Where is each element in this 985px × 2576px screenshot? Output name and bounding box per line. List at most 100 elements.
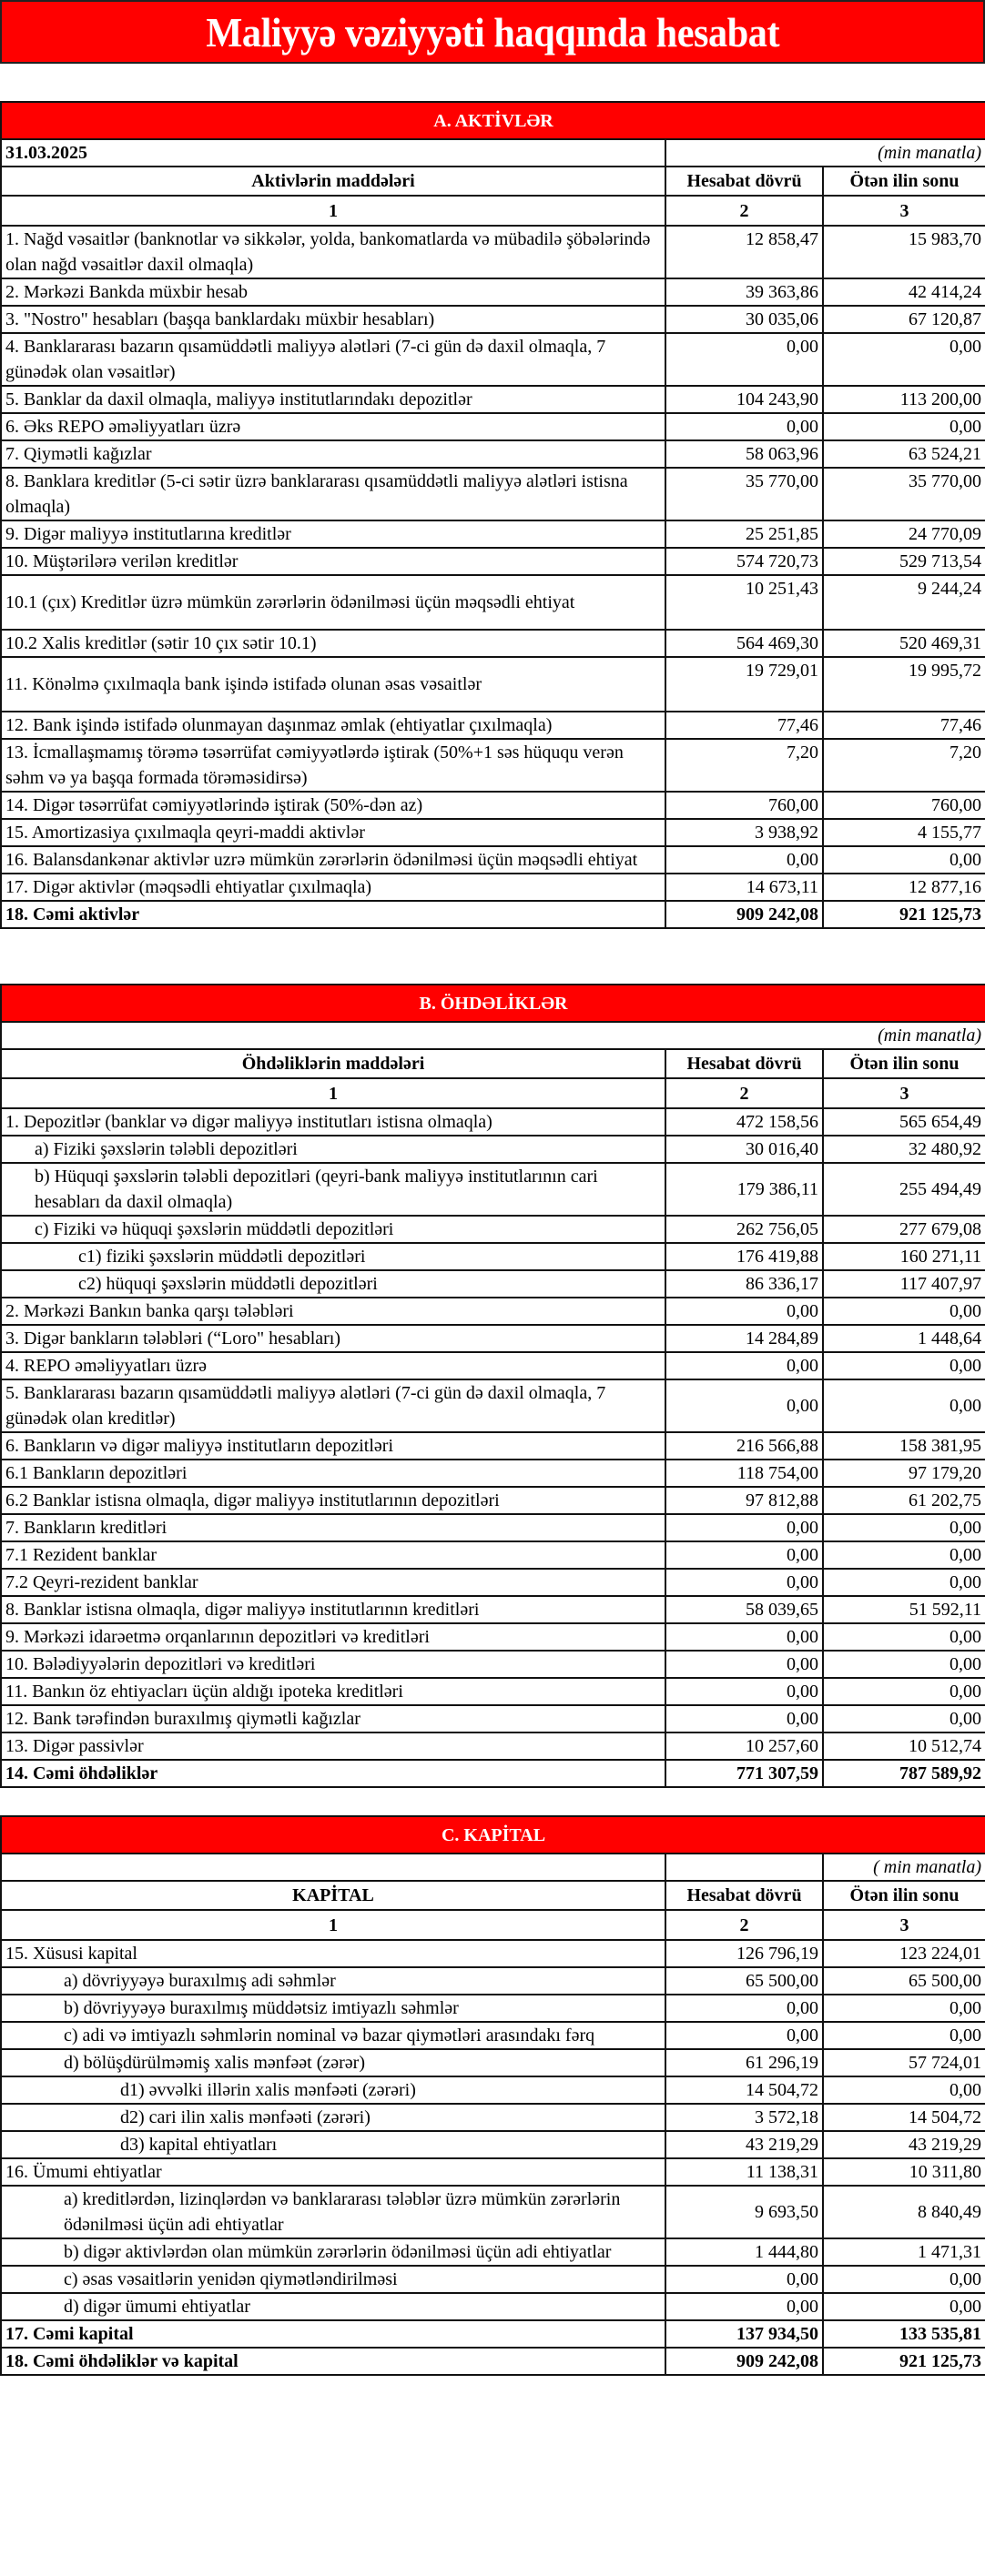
current-period-value: 0,00 (665, 1297, 824, 1326)
row-label: 2. Mərkəzi Bankda müxbir hesab (0, 278, 666, 307)
table-row: a) dövriyyəyə buraxılmış adi səhmlər 65 5… (0, 1966, 985, 1995)
current-period-value: 118 754,00 (665, 1459, 824, 1488)
row-label: c) əsas vəsaitlərin yenidən qiymətləndir… (0, 2265, 666, 2294)
table-row: 16. Ümumi ehtiyatlar 11 138,31 10 311,80 (0, 2157, 985, 2187)
table-row: 1. Depozitlər (banklar və digər maliyyə … (0, 1107, 985, 1136)
table-row: d1) əvvəlki illərin xalis mənfəəti (zərə… (0, 2076, 985, 2105)
current-period-value: 3 938,92 (665, 818, 824, 847)
liabilities-table: B. ÖHDƏLİKLƏR (min manatla) Öhdəliklərin m… (0, 984, 985, 1788)
row-label: d1) əvvəlki illərin xalis mənfəəti (zərə… (0, 2076, 666, 2105)
row-label: c1) fiziki şəxslərin müddətli depozitlər… (0, 1242, 666, 1271)
current-period-value: 39 363,86 (665, 278, 824, 307)
column-header: Hesabat dövrü (665, 1048, 824, 1079)
previous-year-value: 113 200,00 (822, 385, 985, 414)
report-sections: A. AKTİVLƏR 31.03.2025 (min manatla) Aktivl… (0, 101, 985, 2376)
table-row: 14. Digər təsərrüfat cəmiyyətlərində işt… (0, 791, 985, 820)
units-label: (min manatla) (665, 138, 985, 167)
table-row: b) dövriyyəyə buraxılmış müddətsiz imtiy… (0, 1994, 985, 2023)
column-header: Ötən ilin sonu (821, 1880, 985, 1911)
section-title: B. ÖHDƏLİKLƏR (0, 984, 985, 1023)
row-label: 9. Mərkəzi idarəetmə orqanlarının depozi… (0, 1622, 666, 1652)
previous-year-value: 529 713,54 (822, 547, 985, 576)
table-row: 6.2 Banklar istisna olmaqla, digər maliy… (0, 1486, 985, 1515)
previous-year-value: 51 592,11 (822, 1595, 985, 1624)
row-label: 11. Bankın öz ehtiyacları üçün aldığı ip… (0, 1677, 666, 1706)
current-period-value: 61 296,19 (665, 2048, 824, 2077)
column-header: Ötən ilin sonu (822, 1048, 985, 1079)
current-period-value: 0,00 (665, 1351, 824, 1380)
row-label: c) adi və imtiyazlı səhmlərin nominal və… (0, 2021, 666, 2050)
current-period-value: 1 444,80 (665, 2238, 824, 2267)
table-row: b) Hüquqi şəxslərin tələbli depozitləri … (0, 1162, 985, 1217)
previous-year-value: 63 524,21 (822, 439, 985, 469)
previous-year-value: 158 381,95 (822, 1431, 985, 1460)
column-number: 2 (665, 1077, 824, 1109)
row-label: 5. Banklar da daxil olmaqla, maliyyə ins… (0, 385, 666, 414)
previous-year-value: 77,46 (822, 711, 985, 740)
previous-year-value: 133 535,81 (821, 2319, 985, 2349)
row-label: 8. Banklara kreditlər (5-ci sətir üzrə b… (0, 467, 666, 521)
row-label: d2) cari ilin xalis mənfəəti (zərəri) (0, 2103, 666, 2132)
empty-cell (0, 1853, 666, 1882)
row-label: d) digər ümumi ehtiyatlar (0, 2292, 666, 2321)
row-label: 16. Ümumi ehtiyatlar (0, 2157, 666, 2187)
table-row: 6.1 Bankların depozitləri 118 754,00 97 17… (0, 1459, 985, 1488)
current-period-value: 137 934,50 (665, 2319, 824, 2349)
previous-year-value: 10 311,80 (821, 2157, 985, 2187)
row-label: 14. Digər təsərrüfat cəmiyyətlərində işt… (0, 791, 666, 820)
row-label: 17. Cəmi kapital (0, 2319, 666, 2349)
previous-year-value: 57 724,01 (821, 2048, 985, 2077)
row-label: 18. Cəmi aktivlər (0, 900, 666, 929)
column-header: Öhdəliklərin maddələri (0, 1048, 666, 1079)
previous-year-value: 0,00 (822, 1568, 985, 1597)
current-period-value: 14 673,11 (665, 873, 824, 902)
previous-year-value: 787 589,92 (822, 1759, 985, 1788)
current-period-value: 0,00 (665, 1650, 824, 1679)
row-label: 16. Balansdankənar aktivlər uzrə mümkün … (0, 845, 666, 874)
table-row: c) Fiziki və hüquqi şəxslərin müddətli d… (0, 1215, 985, 1244)
column-header: KAPİTAL (0, 1880, 666, 1911)
row-label: a) kreditlərdən, lizinqlərdən və banklar… (0, 2185, 666, 2239)
current-period-value: 7,20 (665, 738, 824, 793)
column-number: 3 (821, 1909, 985, 1941)
units-label: (min manatla) (0, 1021, 985, 1050)
previous-year-value: 0,00 (822, 845, 985, 874)
row-label: 10.2 Xalis kreditlər (sətir 10 çıx sətir… (0, 629, 666, 658)
row-label: 6. Bankların və digər maliyyə institutla… (0, 1431, 666, 1460)
previous-year-value: 0,00 (821, 1994, 985, 2023)
current-period-value: 11 138,31 (665, 2157, 824, 2187)
previous-year-value: 0,00 (821, 2265, 985, 2294)
previous-year-value: 1 471,31 (821, 2238, 985, 2267)
row-label: 1. Nağd vəsaitlər (banknotlar və sikkələ… (0, 225, 666, 279)
previous-year-value: 15 983,70 (822, 225, 985, 279)
table-row: 6. Bankların və digər maliyyə institutla… (0, 1431, 985, 1460)
previous-year-value: 4 155,77 (822, 818, 985, 847)
column-header: Hesabat dövrü (665, 1880, 824, 1911)
column-number: 3 (822, 195, 985, 227)
row-label: 10. Bələdiyyələrin depozitləri və kredit… (0, 1650, 666, 1679)
current-period-value: 19 729,01 (665, 656, 824, 712)
table-row: d) bölüşdürülməmiş xalis mənfəət (zərər)… (0, 2048, 985, 2077)
current-period-value: 126 796,19 (665, 1939, 824, 1968)
row-label: 1. Depozitlər (banklar və digər maliyyə … (0, 1107, 666, 1136)
previous-year-value: 42 414,24 (822, 278, 985, 307)
current-period-value: 0,00 (665, 1541, 824, 1570)
current-period-value: 0,00 (665, 1379, 824, 1433)
row-label: 10.1 (çıx) Kreditlər üzrə mümkün zərərlə… (0, 574, 666, 631)
current-period-value: 564 469,30 (665, 629, 824, 658)
current-period-value: 30 035,06 (665, 305, 824, 334)
column-number: 1 (0, 1077, 666, 1109)
row-label: a) dövriyyəyə buraxılmış adi səhmlər (0, 1966, 666, 1995)
current-period-value: 0,00 (665, 332, 824, 387)
previous-year-value: 0,00 (822, 412, 985, 441)
table-row: a) Fiziki şəxslərin tələbli depozitləri 3… (0, 1135, 985, 1164)
previous-year-value: 277 679,08 (822, 1215, 985, 1244)
table-row: 12. Bank işində istifadə olunmayan daşın… (0, 711, 985, 740)
row-label: 18. Cəmi öhdəliklər və kapital (0, 2347, 666, 2376)
column-header: Hesabat dövrü (665, 166, 824, 197)
table-row: 10. Bələdiyyələrin depozitləri və kredit… (0, 1650, 985, 1679)
row-label: 3. Digər bankların tələbləri (“Loro" hes… (0, 1324, 666, 1353)
table-row: 7. Bankların kreditləri 0,00 0,00 (0, 1513, 985, 1542)
table-row: 5. Banklar da daxil olmaqla, maliyyə ins… (0, 385, 985, 414)
current-period-value: 43 219,29 (665, 2130, 824, 2159)
